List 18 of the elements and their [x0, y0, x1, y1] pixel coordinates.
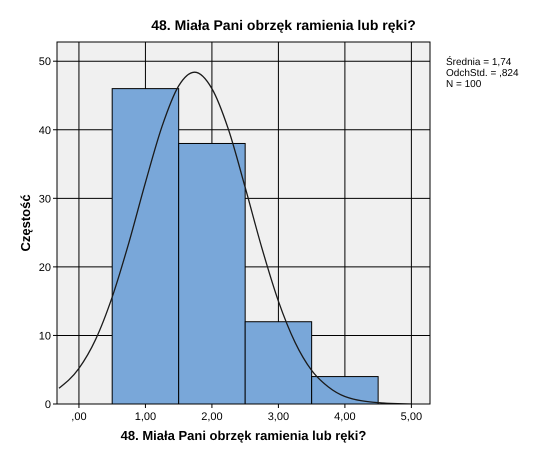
x-tick-label: ,00 [71, 411, 87, 423]
chart-title: 48. Miała Pani obrzęk ramienia lub ręki? [151, 17, 416, 33]
y-tick-label: 50 [38, 56, 51, 68]
x-tick-label: 4,00 [334, 411, 356, 423]
text: N = 100 [446, 79, 482, 90]
y-tick-label: 10 [38, 330, 51, 342]
x-tick-label: 5,00 [400, 411, 422, 423]
y-tick-label: 40 [38, 124, 51, 137]
x-tick-label: 2,00 [201, 411, 223, 423]
y-tick-label: 0 [44, 399, 51, 411]
x-tick-label: 1,00 [134, 411, 156, 423]
y-tick-label: 30 [38, 193, 51, 206]
y-tick-label: 20 [38, 262, 51, 274]
text: OdchStd. = ,824 [446, 68, 519, 79]
text: Średnia = 1,74 [446, 56, 512, 68]
y-axis-title: Częstość [18, 194, 33, 252]
x-axis-title: 48. Miała Pani obrzęk ramienia lub ręki? [120, 428, 366, 443]
x-tick-label: 3,00 [268, 411, 290, 423]
